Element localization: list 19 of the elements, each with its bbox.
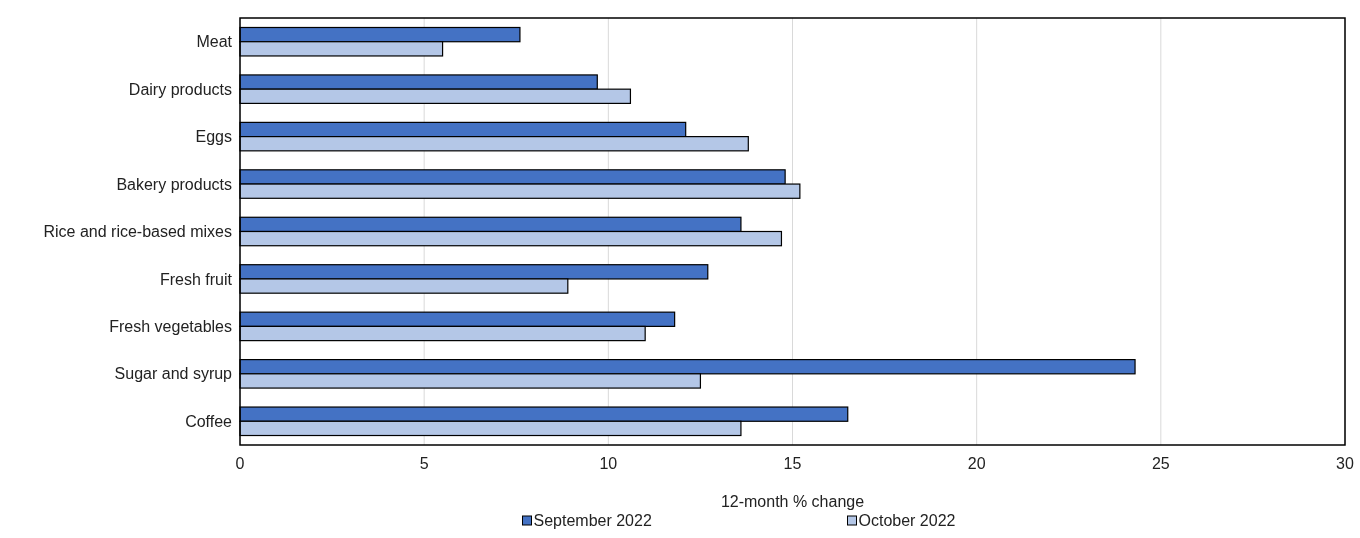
x-tick-label: 30	[1336, 455, 1354, 472]
x-tick-label: 10	[599, 455, 618, 472]
x-tick-label: 20	[967, 455, 986, 472]
x-axis-title: 12-month % change	[720, 493, 865, 510]
y-tick-label: Bakery products	[116, 175, 232, 193]
x-tick-label: 15	[783, 455, 802, 472]
y-tick-label: Sugar and syrup	[114, 365, 233, 383]
y-tick-label: Fresh fruit	[159, 270, 233, 288]
y-tick-label: Meat	[196, 33, 233, 51]
y-tick-label: Fresh vegetables	[109, 317, 232, 335]
y-tick-label: Eggs	[195, 128, 232, 146]
x-tick-label: 25	[1151, 455, 1170, 472]
x-tick-label: 0	[235, 455, 245, 472]
y-tick-label: Dairy products	[128, 80, 232, 98]
x-tick-label: 5	[419, 455, 429, 472]
legend-label: September 2022	[533, 512, 652, 529]
y-tick-label: Rice and rice-based mixes	[43, 223, 232, 241]
y-tick-label: Coffee	[185, 412, 233, 430]
legend-label: October 2022	[858, 512, 956, 529]
